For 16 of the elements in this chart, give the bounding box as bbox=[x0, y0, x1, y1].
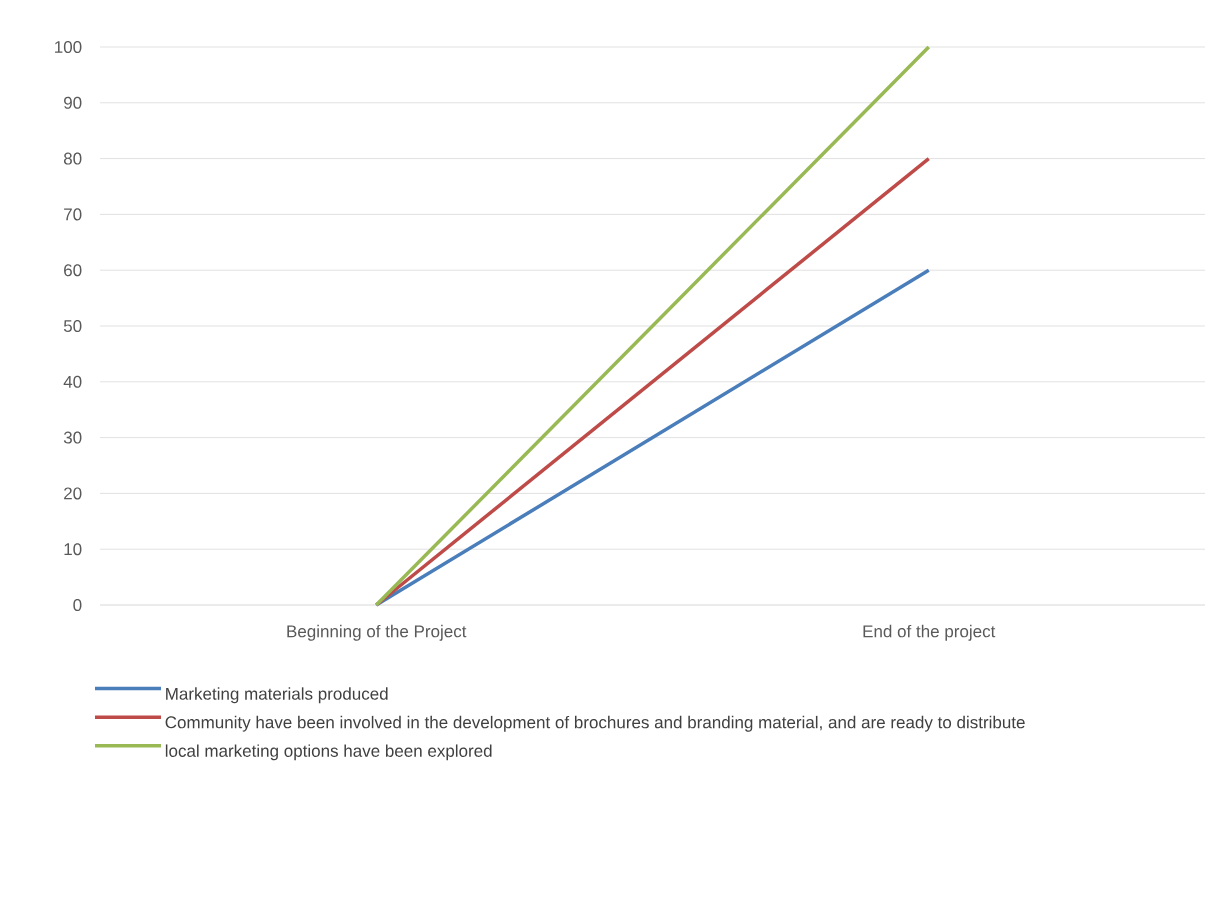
x-tick-label: Beginning of the Project bbox=[287, 624, 467, 641]
legend-label: Marketing materials produced bbox=[166, 687, 388, 704]
y-tick-label: 10 bbox=[64, 543, 82, 556]
y-tick-label: 100 bbox=[55, 40, 82, 54]
y-tick-label: 60 bbox=[64, 264, 82, 277]
legend-label: local marketing options have been explored bbox=[165, 744, 492, 761]
y-tick-label: 50 bbox=[63, 319, 82, 333]
y-tick-label: 70 bbox=[64, 208, 82, 221]
y-tick-label: 90 bbox=[64, 96, 82, 109]
y-tick-label: 30 bbox=[63, 431, 82, 444]
legend-label: Community have been involved in the development of brochures and branding material, and are ready to distribute bbox=[165, 715, 1025, 732]
y-tick-label: 40 bbox=[63, 375, 82, 388]
y-tick-label: 80 bbox=[63, 152, 82, 165]
x-tick-label: End of the project bbox=[863, 624, 996, 641]
y-tick-label: 0 bbox=[73, 598, 82, 612]
y-tick-label: 20 bbox=[64, 487, 82, 500]
